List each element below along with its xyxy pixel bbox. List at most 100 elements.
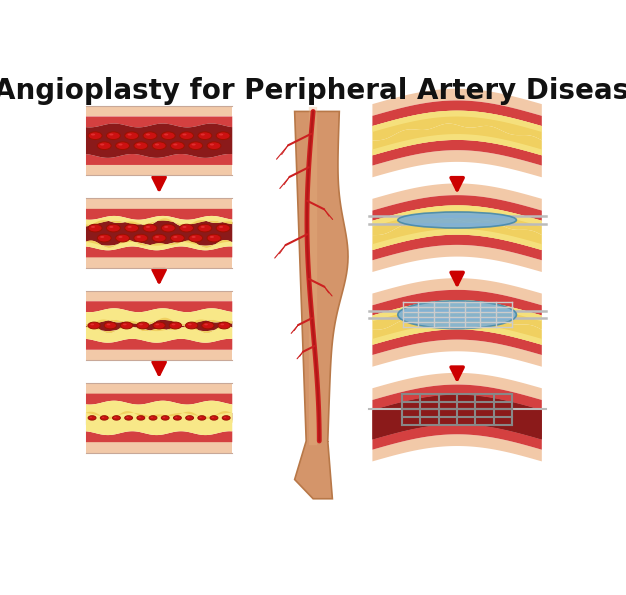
- Ellipse shape: [125, 224, 138, 232]
- Ellipse shape: [172, 324, 175, 325]
- Polygon shape: [86, 400, 232, 423]
- Ellipse shape: [91, 133, 95, 136]
- Polygon shape: [86, 117, 232, 127]
- Ellipse shape: [134, 142, 148, 149]
- Ellipse shape: [173, 416, 182, 420]
- Polygon shape: [86, 339, 232, 350]
- Polygon shape: [372, 140, 542, 165]
- Ellipse shape: [162, 416, 169, 420]
- Ellipse shape: [113, 416, 120, 420]
- Polygon shape: [372, 278, 542, 305]
- Polygon shape: [372, 313, 542, 345]
- Polygon shape: [86, 413, 232, 425]
- Polygon shape: [372, 195, 542, 221]
- Ellipse shape: [398, 301, 516, 328]
- Ellipse shape: [188, 324, 192, 325]
- Ellipse shape: [163, 416, 165, 418]
- Ellipse shape: [201, 133, 205, 136]
- Ellipse shape: [219, 133, 223, 136]
- Ellipse shape: [201, 226, 205, 228]
- Polygon shape: [372, 205, 542, 227]
- Ellipse shape: [219, 226, 223, 228]
- Polygon shape: [86, 308, 232, 324]
- Polygon shape: [372, 150, 542, 177]
- Ellipse shape: [222, 416, 230, 420]
- Ellipse shape: [110, 133, 113, 136]
- Polygon shape: [372, 229, 542, 250]
- Polygon shape: [86, 325, 232, 343]
- Ellipse shape: [128, 226, 131, 228]
- Polygon shape: [86, 417, 232, 425]
- Ellipse shape: [100, 143, 105, 146]
- Ellipse shape: [164, 133, 168, 136]
- Ellipse shape: [189, 234, 203, 242]
- Ellipse shape: [210, 416, 218, 420]
- Polygon shape: [86, 291, 232, 301]
- Ellipse shape: [198, 224, 212, 232]
- Ellipse shape: [207, 142, 221, 149]
- Ellipse shape: [105, 322, 116, 329]
- Polygon shape: [372, 218, 542, 250]
- Ellipse shape: [116, 234, 130, 242]
- Polygon shape: [86, 325, 232, 333]
- Ellipse shape: [100, 236, 105, 238]
- Polygon shape: [372, 245, 542, 272]
- Polygon shape: [86, 216, 232, 224]
- Polygon shape: [295, 111, 348, 499]
- Ellipse shape: [210, 143, 214, 146]
- Ellipse shape: [118, 143, 123, 146]
- Polygon shape: [372, 134, 542, 155]
- Polygon shape: [86, 218, 232, 246]
- Ellipse shape: [169, 322, 182, 329]
- Text: Angioplasty for Peripheral Artery Disease: Angioplasty for Peripheral Artery Diseas…: [0, 77, 626, 105]
- Polygon shape: [372, 124, 542, 140]
- Ellipse shape: [97, 234, 111, 242]
- Ellipse shape: [91, 226, 95, 228]
- Ellipse shape: [170, 234, 184, 242]
- Ellipse shape: [114, 416, 116, 418]
- Ellipse shape: [192, 236, 196, 238]
- Polygon shape: [86, 165, 232, 176]
- Ellipse shape: [120, 322, 133, 329]
- Polygon shape: [86, 258, 232, 268]
- Polygon shape: [372, 124, 542, 155]
- Ellipse shape: [152, 234, 166, 242]
- Ellipse shape: [170, 142, 184, 149]
- Ellipse shape: [139, 324, 143, 325]
- Polygon shape: [372, 395, 542, 440]
- Ellipse shape: [97, 142, 111, 149]
- Ellipse shape: [198, 132, 212, 140]
- Ellipse shape: [116, 142, 130, 149]
- Ellipse shape: [134, 234, 148, 242]
- Polygon shape: [86, 442, 232, 453]
- Ellipse shape: [155, 236, 159, 238]
- Ellipse shape: [162, 132, 175, 140]
- Polygon shape: [372, 89, 542, 116]
- Polygon shape: [86, 318, 232, 331]
- Polygon shape: [372, 373, 542, 400]
- Ellipse shape: [216, 224, 230, 232]
- Polygon shape: [372, 234, 542, 260]
- Ellipse shape: [180, 224, 193, 232]
- Ellipse shape: [216, 132, 230, 140]
- Ellipse shape: [152, 142, 166, 149]
- Ellipse shape: [204, 324, 208, 325]
- Ellipse shape: [125, 416, 133, 420]
- Ellipse shape: [187, 416, 190, 418]
- Ellipse shape: [182, 226, 187, 228]
- Ellipse shape: [125, 132, 138, 140]
- Polygon shape: [86, 318, 232, 325]
- Ellipse shape: [218, 322, 230, 329]
- Polygon shape: [372, 300, 542, 330]
- Ellipse shape: [173, 236, 177, 238]
- Ellipse shape: [110, 226, 113, 228]
- Ellipse shape: [151, 416, 153, 418]
- Polygon shape: [372, 384, 542, 410]
- Ellipse shape: [186, 416, 193, 420]
- Polygon shape: [86, 383, 232, 394]
- Polygon shape: [86, 124, 232, 158]
- Ellipse shape: [143, 132, 157, 140]
- Ellipse shape: [189, 142, 203, 149]
- Polygon shape: [372, 313, 542, 330]
- Polygon shape: [86, 394, 232, 405]
